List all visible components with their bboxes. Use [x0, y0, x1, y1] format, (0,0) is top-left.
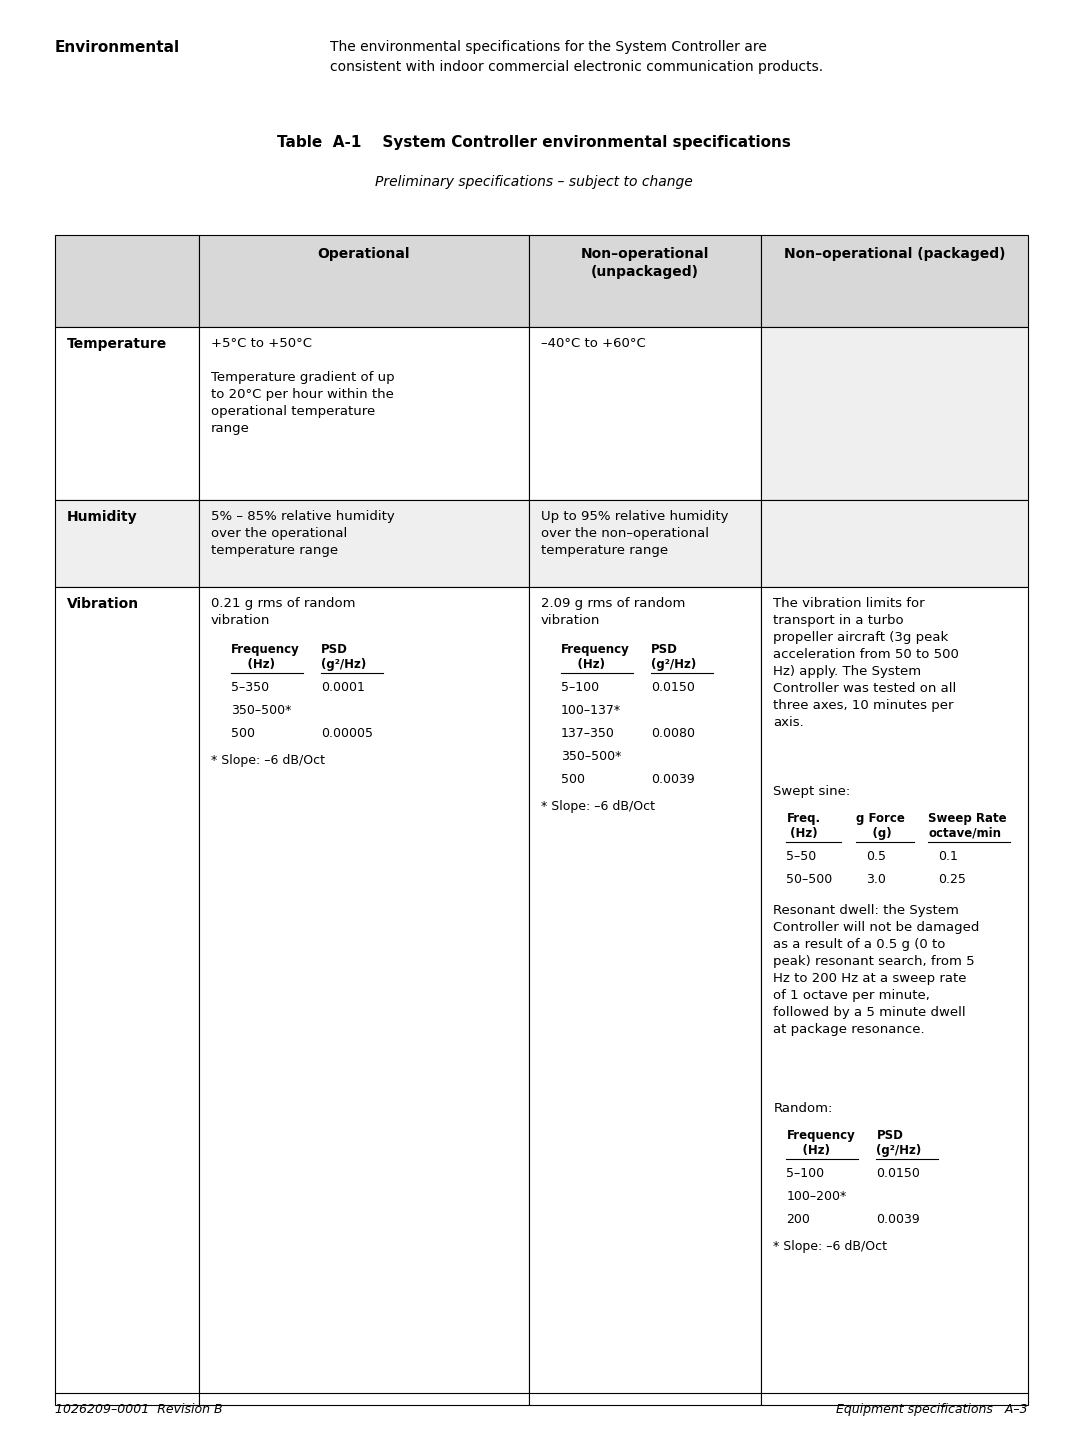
Text: Random:: Random:: [773, 1102, 833, 1115]
Text: * Slope: –6 dB/Oct: * Slope: –6 dB/Oct: [540, 800, 655, 813]
Text: 5% – 85% relative humidity
over the operational
temperature range: 5% – 85% relative humidity over the oper…: [211, 509, 395, 557]
Text: Table  A-1    System Controller environmental specifications: Table A-1 System Controller environmenta…: [277, 135, 791, 150]
Text: 100–200*: 100–200*: [786, 1191, 847, 1203]
Bar: [761, 499, 1028, 587]
Bar: [529, 235, 761, 328]
Bar: [529, 587, 761, 1405]
Bar: [761, 235, 1028, 328]
Text: 350–500*: 350–500*: [231, 704, 292, 717]
Text: 5–100: 5–100: [786, 1168, 824, 1181]
Text: The vibration limits for
transport in a turbo
propeller aircraft (3g peak
accele: The vibration limits for transport in a …: [773, 597, 959, 728]
Text: 0.0001: 0.0001: [321, 681, 365, 694]
Text: 50–500: 50–500: [786, 873, 833, 886]
Text: Resonant dwell: the System
Controller will not be damaged
as a result of a 0.5 g: Resonant dwell: the System Controller wi…: [773, 904, 979, 1036]
Text: 0.5: 0.5: [866, 850, 886, 863]
Text: 0.0080: 0.0080: [650, 727, 695, 740]
Text: 0.1: 0.1: [939, 850, 958, 863]
Text: 0.0039: 0.0039: [877, 1213, 921, 1226]
Text: 0.0039: 0.0039: [650, 773, 694, 786]
Text: 200: 200: [786, 1213, 811, 1226]
Bar: [54, 587, 199, 1405]
Bar: [529, 328, 761, 499]
Text: 137–350: 137–350: [561, 727, 615, 740]
Text: 500: 500: [561, 773, 585, 786]
Text: The environmental specifications for the System Controller are
consistent with i: The environmental specifications for the…: [330, 40, 823, 73]
Text: –40°C to +60°C: –40°C to +60°C: [540, 336, 645, 351]
Text: 2.09 g rms of random
vibration: 2.09 g rms of random vibration: [540, 597, 686, 627]
Text: Sweep Rate
octave/min: Sweep Rate octave/min: [928, 811, 1007, 840]
Text: 5–350: 5–350: [231, 681, 269, 694]
Text: PSD
(g²/Hz): PSD (g²/Hz): [321, 643, 366, 671]
Text: PSD
(g²/Hz): PSD (g²/Hz): [650, 643, 696, 671]
Text: 100–137*: 100–137*: [561, 704, 621, 717]
Text: Frequency
    (Hz): Frequency (Hz): [786, 1129, 855, 1158]
Text: +5°C to +50°C

Temperature gradient of up
to 20°C per hour within the
operationa: +5°C to +50°C Temperature gradient of up…: [211, 336, 395, 435]
Bar: [529, 499, 761, 587]
Bar: [54, 235, 199, 328]
Text: * Slope: –6 dB/Oct: * Slope: –6 dB/Oct: [773, 1241, 888, 1254]
Text: Non–operational
(unpackaged): Non–operational (unpackaged): [581, 248, 709, 279]
Bar: [761, 587, 1028, 1405]
Text: 0.0150: 0.0150: [877, 1168, 921, 1181]
Text: 5–100: 5–100: [561, 681, 599, 694]
Text: Swept sine:: Swept sine:: [773, 786, 850, 798]
Text: Frequency
    (Hz): Frequency (Hz): [231, 643, 300, 671]
Text: 0.21 g rms of random
vibration: 0.21 g rms of random vibration: [211, 597, 356, 627]
Text: Preliminary specifications – subject to change: Preliminary specifications – subject to …: [375, 175, 693, 189]
Text: PSD
(g²/Hz): PSD (g²/Hz): [877, 1129, 922, 1158]
Bar: [54, 328, 199, 499]
Text: 0.00005: 0.00005: [321, 727, 373, 740]
Text: Humidity: Humidity: [67, 509, 138, 524]
Text: 0.25: 0.25: [939, 873, 967, 886]
Bar: [199, 328, 529, 499]
Bar: [199, 587, 529, 1405]
Text: Environmental: Environmental: [54, 40, 180, 54]
Text: 1026209–0001  Revision B: 1026209–0001 Revision B: [54, 1402, 222, 1417]
Text: 350–500*: 350–500*: [561, 750, 622, 763]
Text: 0.0150: 0.0150: [650, 681, 694, 694]
Bar: [199, 499, 529, 587]
Text: 3.0: 3.0: [866, 873, 886, 886]
Text: Non–operational (packaged): Non–operational (packaged): [784, 248, 1005, 260]
Text: 5–50: 5–50: [786, 850, 817, 863]
Text: g Force
    (g): g Force (g): [857, 811, 906, 840]
Bar: [761, 328, 1028, 499]
Bar: [199, 235, 529, 328]
Text: Operational: Operational: [317, 248, 410, 260]
Text: Freq.
 (Hz): Freq. (Hz): [786, 811, 820, 840]
Text: * Slope: –6 dB/Oct: * Slope: –6 dB/Oct: [211, 754, 325, 767]
Text: Up to 95% relative humidity
over the non–operational
temperature range: Up to 95% relative humidity over the non…: [540, 509, 728, 557]
Text: 500: 500: [231, 727, 255, 740]
Text: Frequency
    (Hz): Frequency (Hz): [561, 643, 630, 671]
Text: Temperature: Temperature: [67, 336, 168, 351]
Text: Equipment specifications   A–3: Equipment specifications A–3: [836, 1402, 1028, 1417]
Bar: [54, 499, 199, 587]
Text: Vibration: Vibration: [67, 597, 139, 611]
